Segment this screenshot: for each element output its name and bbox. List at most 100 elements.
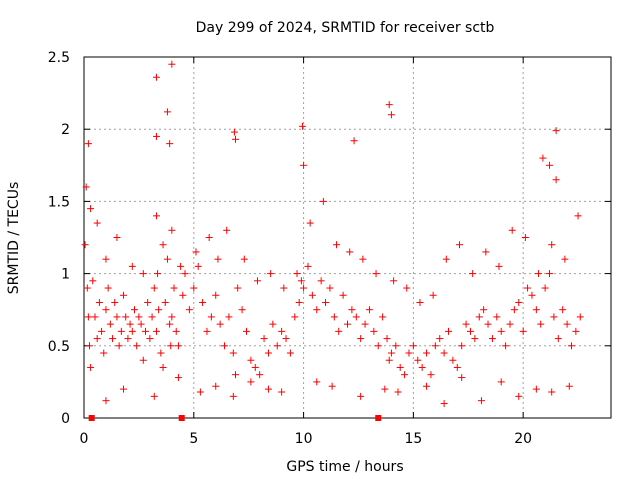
data-point xyxy=(482,248,490,256)
data-point xyxy=(552,176,560,184)
data-point xyxy=(126,320,134,328)
data-point xyxy=(122,313,130,321)
x-tick-label: 0 xyxy=(80,431,89,447)
data-point xyxy=(333,241,341,249)
data-point xyxy=(87,363,95,371)
data-point xyxy=(392,342,400,350)
data-point xyxy=(405,349,413,357)
data-point xyxy=(223,226,231,234)
data-point xyxy=(232,135,240,143)
data-point xyxy=(532,306,540,314)
data-point xyxy=(172,327,180,335)
data-point xyxy=(106,320,114,328)
data-point xyxy=(102,306,110,314)
data-point xyxy=(418,363,426,371)
data-point xyxy=(521,234,529,241)
data-point xyxy=(546,161,554,169)
data-point xyxy=(295,298,303,306)
data-point xyxy=(300,161,308,169)
data-point xyxy=(260,335,268,343)
data-point xyxy=(414,356,422,364)
data-point xyxy=(396,363,404,371)
data-point xyxy=(497,378,505,386)
data-point xyxy=(242,327,250,335)
data-point xyxy=(462,320,470,328)
data-point xyxy=(166,320,174,328)
data-point xyxy=(87,205,95,213)
data-point xyxy=(135,313,143,321)
data-point xyxy=(212,291,220,299)
data-point xyxy=(128,327,136,335)
data-point xyxy=(515,298,523,306)
data-point xyxy=(524,284,532,292)
data-point xyxy=(550,313,558,321)
data-point xyxy=(84,140,92,148)
data-point xyxy=(137,320,145,328)
data-point xyxy=(387,349,395,357)
data-point xyxy=(83,284,91,292)
data-point xyxy=(528,291,536,299)
data-point xyxy=(144,298,152,306)
data-point xyxy=(541,284,549,292)
data-point xyxy=(298,122,306,130)
data-point xyxy=(409,342,417,350)
data-point xyxy=(383,335,391,343)
data-point xyxy=(152,132,160,140)
data-point xyxy=(85,342,93,350)
data-point xyxy=(297,277,305,285)
y-tick-label: 1.5 xyxy=(48,194,70,210)
data-point xyxy=(471,335,479,343)
data-point xyxy=(139,270,147,278)
data-point xyxy=(449,356,457,364)
data-point xyxy=(111,298,119,306)
data-point xyxy=(159,363,167,371)
data-point xyxy=(104,284,112,292)
data-point xyxy=(155,306,163,314)
data-point xyxy=(466,327,474,335)
data-point xyxy=(253,277,261,285)
data-point xyxy=(548,241,556,249)
data-point xyxy=(502,342,510,350)
data-point xyxy=(163,255,171,263)
data-point xyxy=(455,241,463,249)
data-point xyxy=(232,371,240,379)
data-point xyxy=(401,371,409,379)
data-point xyxy=(282,335,290,343)
data-point xyxy=(326,284,334,292)
data-point xyxy=(117,327,125,335)
data-point xyxy=(300,284,308,292)
data-point xyxy=(185,306,193,314)
data-point xyxy=(115,342,123,350)
data-point xyxy=(381,385,389,393)
data-point xyxy=(403,284,411,292)
y-tick-label: 1 xyxy=(61,267,70,283)
data-point xyxy=(477,397,485,405)
data-point xyxy=(313,378,321,386)
data-point xyxy=(214,255,222,263)
baseline-marker xyxy=(178,415,185,421)
data-point xyxy=(238,306,246,314)
data-point xyxy=(469,270,477,278)
data-point xyxy=(427,371,435,379)
data-point xyxy=(372,270,380,278)
data-point xyxy=(154,270,162,278)
data-point xyxy=(264,385,272,393)
data-point xyxy=(423,382,431,390)
data-point xyxy=(229,349,237,357)
axis-ticks: 0 5 10 15 20 0 0.5 1 1.5 2 2.5 xyxy=(48,50,611,447)
data-point xyxy=(453,363,461,371)
data-point xyxy=(317,277,325,285)
data-point xyxy=(229,392,237,400)
data-point xyxy=(535,270,543,278)
data-point xyxy=(306,219,314,227)
data-point xyxy=(166,140,174,148)
data-point xyxy=(102,255,110,263)
data-point xyxy=(572,327,580,335)
data-point xyxy=(537,320,545,328)
data-point xyxy=(221,342,229,350)
data-point xyxy=(216,320,224,328)
data-point xyxy=(357,335,365,343)
data-point xyxy=(168,60,176,68)
data-point xyxy=(559,306,567,314)
